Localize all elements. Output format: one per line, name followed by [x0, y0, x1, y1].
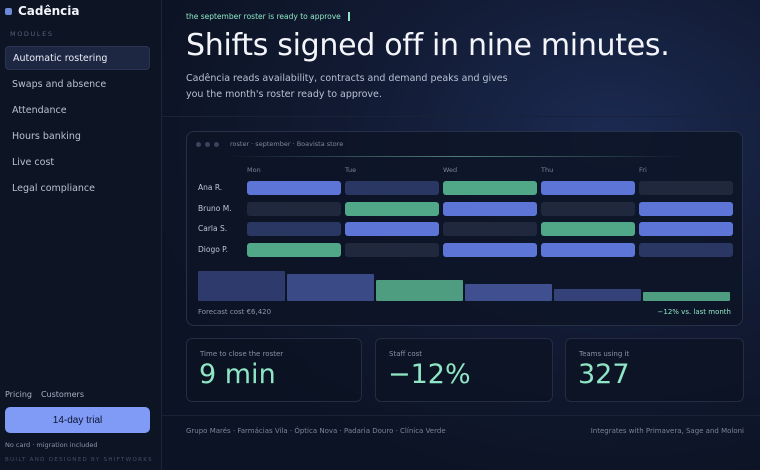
shift-cell[interactable]: [541, 243, 635, 257]
day-header-tue: Tue: [345, 166, 357, 174]
stat-label: Time to close the roster: [200, 350, 284, 358]
stat-card-cost: Staff cost −12%: [375, 338, 553, 402]
employee-name: Diogo P.: [198, 245, 228, 254]
shift-cell[interactable]: [345, 181, 439, 195]
sidebar-item-live-cost[interactable]: Live cost: [12, 156, 55, 168]
cost-bar: [198, 271, 285, 301]
stat-label: Teams using it: [579, 350, 630, 358]
stat-value: 9 min: [199, 359, 276, 390]
employee-name: Carla S.: [198, 224, 228, 233]
sidebar-item-attendance[interactable]: Attendance: [12, 104, 67, 116]
shift-cell[interactable]: [345, 202, 439, 216]
sidebar: Cadência MODULES Automatic rostering Swa…: [0, 0, 162, 470]
integrations-note: Integrates with Primavera, Sage and Molo…: [590, 427, 744, 435]
modules-label: MODULES: [10, 30, 54, 38]
window-dot-icon: [205, 141, 210, 147]
window-dot-icon: [214, 141, 219, 147]
employee-name: Ana R.: [198, 183, 223, 192]
cursor-caret-icon: [347, 12, 351, 21]
shift-cell[interactable]: [443, 243, 537, 257]
divider: [162, 116, 760, 117]
footer-divider: [162, 415, 760, 416]
day-header-thu: Thu: [541, 166, 554, 174]
roster-card: roster · september · Boavista store Mon T…: [186, 131, 743, 326]
sidebar-item-automatic-rostering[interactable]: Automatic rostering: [5, 46, 150, 70]
sidebar-nav: Automatic rostering Swaps and absence At…: [5, 46, 150, 202]
cost-bar: [287, 274, 374, 301]
stat-label: Staff cost: [389, 350, 423, 358]
shift-cell[interactable]: [639, 181, 733, 195]
stat-card-teams: Teams using it 327: [565, 338, 744, 402]
main-content: the september roster is ready to approve…: [162, 0, 760, 470]
client-logos: Grupo Marés · Farmácias Vila · Óptica No…: [186, 427, 446, 435]
day-header-wed: Wed: [443, 166, 458, 174]
customers-link[interactable]: Customers: [40, 390, 84, 399]
cost-bar: [465, 284, 552, 301]
shift-cell[interactable]: [247, 181, 341, 195]
trial-button[interactable]: 14-day trial: [5, 407, 150, 433]
shift-cell[interactable]: [443, 181, 537, 195]
shift-cell[interactable]: [639, 202, 733, 216]
roster-title: roster · september · Boavista store: [230, 140, 344, 148]
shift-cell[interactable]: [443, 202, 537, 216]
brand-name: Cadência: [18, 4, 80, 18]
shift-cell[interactable]: [541, 202, 635, 216]
shift-cell[interactable]: [443, 222, 537, 236]
forecast-cost: Forecast cost €6,420: [198, 308, 272, 316]
shift-cell[interactable]: [639, 222, 733, 236]
day-header-fri: Fri: [639, 166, 647, 174]
shift-cell[interactable]: [247, 202, 341, 216]
sidebar-links: Pricing Customers: [5, 390, 84, 399]
shift-cell[interactable]: [345, 243, 439, 257]
cost-delta: −12% vs. last month: [657, 308, 731, 316]
hero-lead: Cadência reads availability, contracts a…: [186, 73, 508, 100]
day-header-mon: Mon: [247, 166, 261, 174]
stat-value: −12%: [388, 359, 471, 390]
shift-cell[interactable]: [247, 222, 341, 236]
window-dot-icon: [196, 141, 201, 147]
cost-bar: [643, 292, 730, 301]
shift-cell[interactable]: [639, 243, 733, 257]
trial-note: No card · migration included: [5, 441, 98, 449]
stat-card-time: Time to close the roster 9 min: [186, 338, 362, 402]
sidebar-item-hours-banking[interactable]: Hours banking: [12, 130, 81, 142]
cost-bar: [554, 289, 641, 301]
sidebar-item-legal-compliance[interactable]: Legal compliance: [12, 182, 95, 194]
hero-headline: Shifts signed off in nine minutes.: [186, 28, 670, 63]
brand[interactable]: Cadência: [5, 4, 80, 18]
roster-card-titlebar: roster · september · Boavista store: [187, 132, 742, 156]
shift-cell[interactable]: [541, 222, 635, 236]
sidebar-footer: BUILT AND DESIGNED BY SHIFTWORKS: [5, 457, 153, 463]
card-glow-line: [227, 156, 687, 157]
employee-name: Bruno M.: [198, 204, 232, 213]
cost-bar: [376, 280, 463, 301]
kicker-text: the september roster is ready to approve: [186, 12, 341, 21]
stat-value: 327: [578, 359, 630, 390]
shift-cell[interactable]: [345, 222, 439, 236]
brand-logo-icon: [5, 7, 12, 15]
sidebar-item-swaps-and-absence[interactable]: Swaps and absence: [12, 78, 107, 90]
hero-kicker: the september roster is ready to approve: [186, 12, 351, 21]
shift-cell[interactable]: [541, 181, 635, 195]
pricing-link[interactable]: Pricing: [5, 390, 32, 399]
shift-cell[interactable]: [247, 243, 341, 257]
